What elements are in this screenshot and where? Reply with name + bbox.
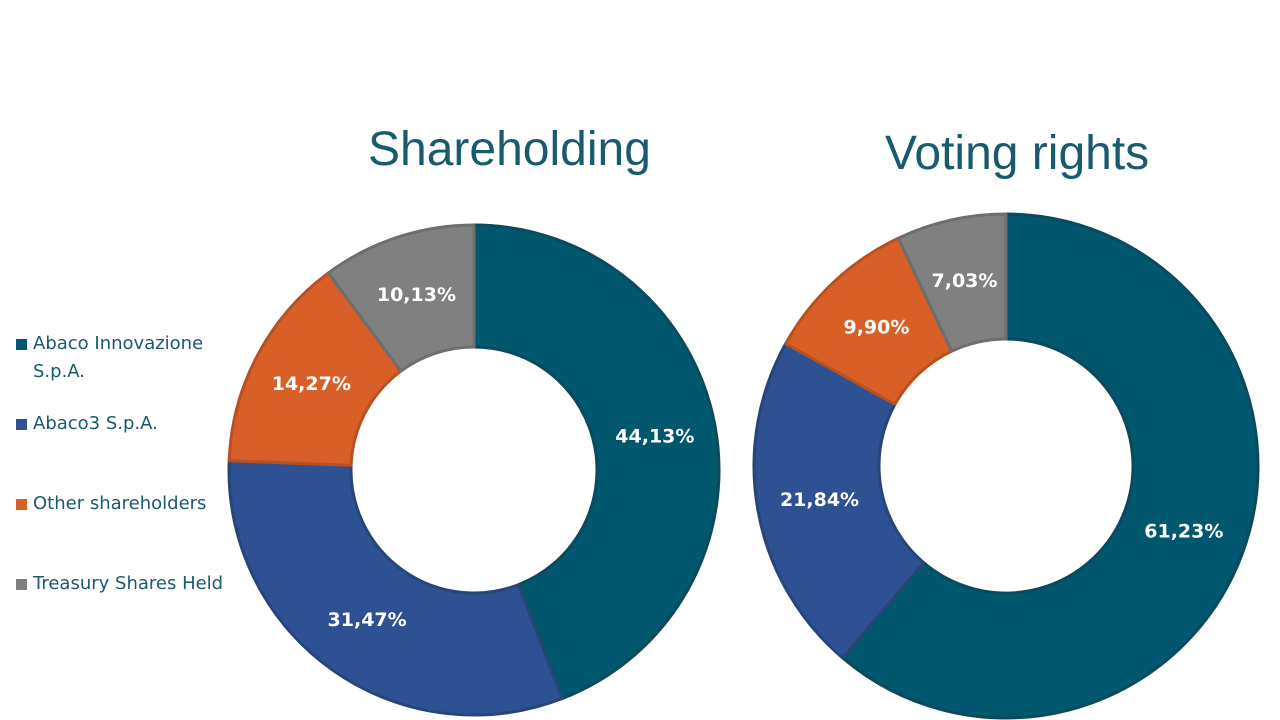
shareholding-label-treasury-shares: 10,13%	[377, 284, 456, 306]
shareholding-donut: 44,13% 31,47% 14,27% 10,13%	[227, 223, 721, 717]
voting-rights-label-abaco-innovazione: 61,23%	[1144, 520, 1223, 542]
legend-swatch-abaco-innovazione	[16, 339, 27, 350]
shareholding-slice-abaco-innovazione	[472, 223, 721, 701]
shareholding-label-abaco-innovazione: 44,13%	[615, 425, 694, 447]
shareholding-slice-treasury-shares	[326, 223, 476, 373]
shareholding-label-other-shareholders: 14,27%	[272, 373, 351, 395]
legend-swatch-other-shareholders	[16, 499, 27, 510]
shareholding-slice-abaco3	[227, 459, 564, 717]
voting-rights-slice-abaco3	[752, 342, 926, 660]
shareholding-slice-other-shareholders	[227, 271, 403, 467]
voting-rights-label-other-shareholders: 9,90%	[843, 317, 909, 339]
legend-swatch-treasury-shares	[16, 579, 27, 590]
legend-label-treasury-shares: Treasury Shares Held	[33, 573, 224, 594]
legend-item-abaco-innovazione: Abaco Innovazione S.p.A.	[16, 330, 231, 386]
legend-item-treasury-shares: Treasury Shares Held	[16, 570, 231, 598]
voting-rights-slice-abaco-innovazione	[841, 212, 1260, 720]
voting-rights-chart-title: Voting rights	[885, 127, 1150, 180]
shareholding-chart-title: Shareholding	[368, 123, 651, 176]
legend-swatch-abaco3	[16, 419, 27, 430]
legend-item-abaco3: Abaco3 S.p.A.	[16, 410, 231, 438]
voting-rights-label-abaco3: 21,84%	[780, 489, 859, 511]
legend-label-other-shareholders: Other shareholders	[33, 493, 207, 514]
voting-rights-label-treasury-shares: 7,03%	[932, 270, 998, 292]
voting-rights-donut: 61,23% 21,84% 9,90% 7,03%	[752, 212, 1260, 720]
legend-label-abaco-innovazione: Abaco Innovazione S.p.A.	[33, 333, 204, 382]
legend-label-abaco3: Abaco3 S.p.A.	[33, 413, 158, 434]
legend-item-other-shareholders: Other shareholders	[16, 490, 231, 518]
shareholding-label-abaco3: 31,47%	[328, 609, 407, 631]
voting-rights-slice-treasury-shares	[896, 212, 1008, 353]
